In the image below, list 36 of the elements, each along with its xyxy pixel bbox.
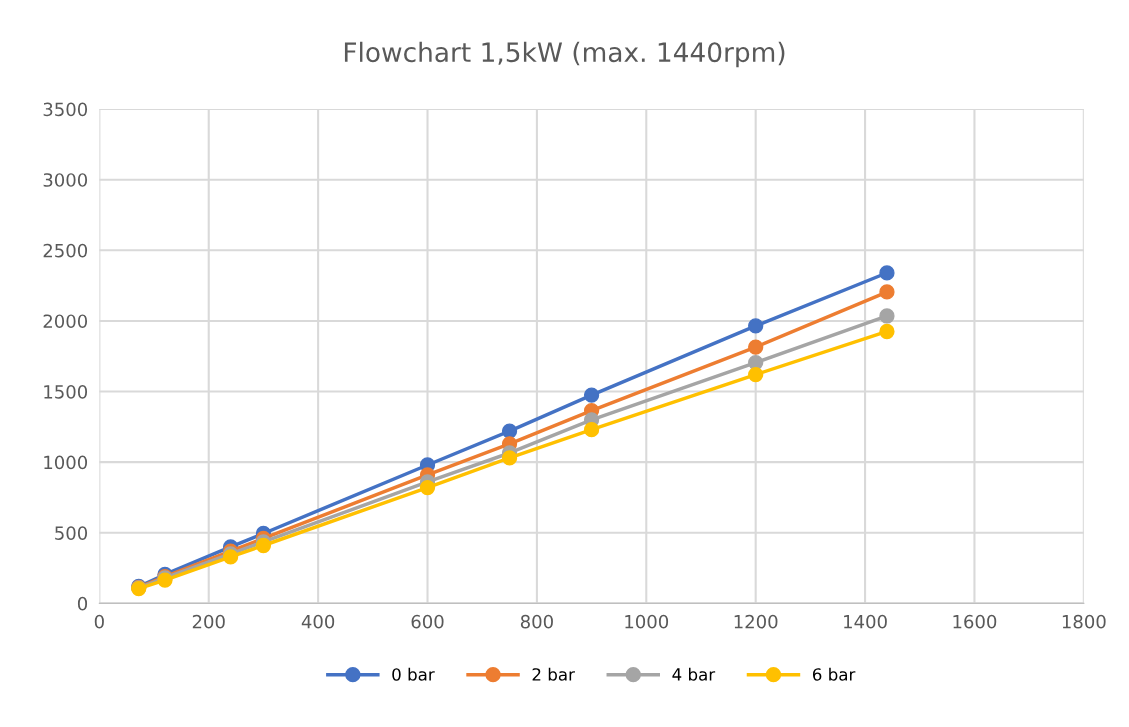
- point: [255, 537, 272, 554]
- point: [501, 423, 518, 439]
- x-tick-label: 1400: [844, 614, 887, 629]
- x-tick-label: 800: [520, 614, 553, 629]
- point: [748, 366, 764, 383]
- x-tick-label: 0: [94, 614, 104, 629]
- y-tick-label: 3000: [43, 173, 88, 187]
- point: [419, 479, 436, 496]
- point: [879, 284, 895, 300]
- y-tick-label: 2500: [43, 243, 88, 258]
- point: [501, 450, 518, 466]
- x-tick-label: 1600: [953, 614, 997, 629]
- chart-title: Flowchart 1,5kW (max. 1440rpm): [344, 41, 785, 68]
- point: [748, 318, 764, 334]
- y-tick-label: 3500: [43, 102, 88, 117]
- legend-label: 0 bar: [392, 667, 435, 681]
- y-tick-label: 2000: [43, 314, 88, 329]
- y-tick-label: 1000: [44, 455, 88, 470]
- point: [879, 308, 895, 324]
- y-tick-label: 500: [55, 526, 88, 540]
- x-tick-label: 1200: [734, 614, 778, 629]
- legend-label: 4 bar: [672, 667, 716, 681]
- x-tick-label: 400: [301, 614, 335, 629]
- y-tick-label: 1500: [44, 385, 88, 399]
- point: [583, 422, 600, 438]
- point: [748, 339, 764, 355]
- x-tick-label: 1800: [1062, 614, 1106, 629]
- legend-label: 6 bar: [812, 667, 856, 681]
- point: [879, 265, 895, 281]
- legend-label: 2 bar: [532, 667, 575, 681]
- x-tick-label: 200: [192, 614, 225, 629]
- y-tick-label: 0: [77, 596, 88, 611]
- point: [879, 323, 895, 340]
- x-tick-label: 600: [411, 614, 444, 629]
- point: [583, 387, 600, 403]
- x-tick-label: 1000: [625, 614, 669, 629]
